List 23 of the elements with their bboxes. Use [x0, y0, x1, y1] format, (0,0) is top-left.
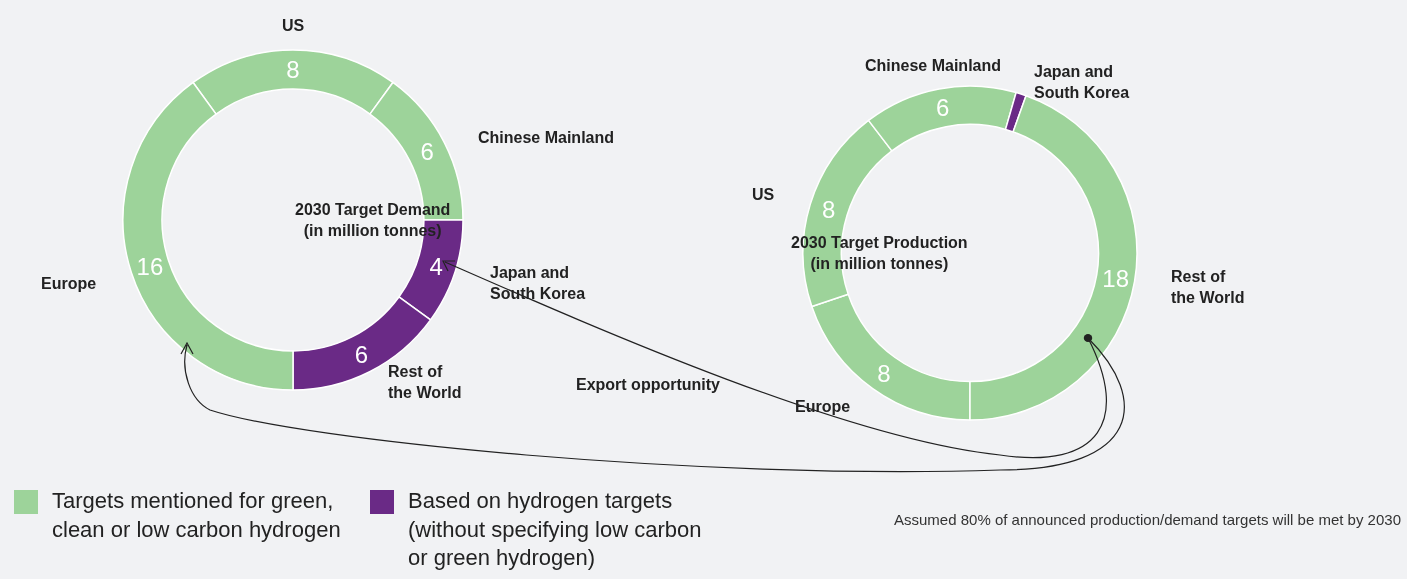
text: Targets mentioned for green, clean or low carbon hydrogen	[52, 488, 341, 542]
text: Assumed 80% of announced production/demand targets will be met by 2030	[894, 511, 1401, 528]
data-label: 6	[420, 138, 434, 166]
data-label: 6	[354, 340, 368, 368]
data-label: 8	[821, 196, 836, 224]
text: Export opportunity	[576, 376, 721, 393]
slice-label: Europe	[795, 398, 851, 415]
text: 2030 Target Production (in million tonnes)	[791, 234, 968, 272]
data-label: 16	[136, 252, 164, 280]
text: Based on hydrogen targets (without specifying low carbon or green hydrogen)	[408, 488, 702, 571]
slice-label: Rest of the World	[388, 363, 462, 401]
slice-label: Japan and South Korea	[1034, 63, 1130, 101]
data-label: 8	[877, 359, 891, 387]
slice-label: Europe	[41, 275, 97, 292]
data-label: 8	[286, 56, 300, 84]
slice-label: Chinese Mainland	[865, 57, 1002, 74]
data-label: 6	[935, 94, 950, 122]
slice-label: Chinese Mainland	[478, 129, 615, 146]
data-label: 18	[1102, 264, 1129, 292]
data-label: 4	[429, 252, 443, 280]
slice-label: US	[282, 17, 305, 34]
slice-label: US	[752, 186, 775, 203]
slice-label: Rest of the World	[1171, 268, 1245, 306]
